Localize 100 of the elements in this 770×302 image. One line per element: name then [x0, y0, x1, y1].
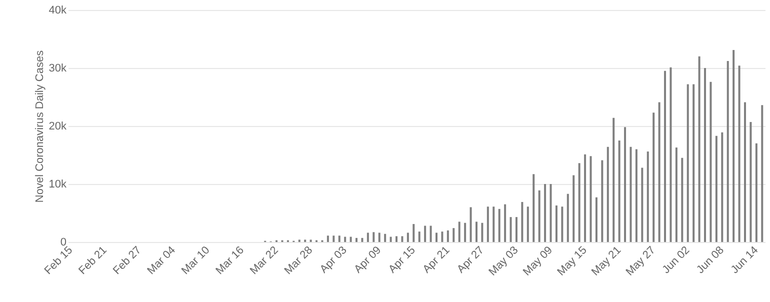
x-tick-label: Apr 03 [318, 244, 350, 276]
x-tick-label: Apr 21 [420, 244, 452, 276]
bar [326, 236, 329, 242]
bar [658, 102, 660, 242]
x-tick-label: May 27 [624, 244, 658, 278]
x-tick-label: Jun 02 [660, 244, 692, 276]
bar [332, 236, 335, 242]
bar [750, 122, 752, 242]
bar [590, 156, 592, 242]
bar [486, 206, 489, 242]
bar [418, 232, 420, 242]
x-tick-label: Mar 04 [145, 244, 178, 277]
bar [401, 236, 404, 242]
bar [338, 236, 340, 242]
bar [555, 205, 558, 242]
bar [698, 56, 700, 242]
bar [732, 50, 735, 242]
bar [515, 217, 518, 242]
x-tick-label: Feb 21 [76, 244, 110, 277]
bar [641, 168, 644, 242]
bar [550, 184, 552, 242]
y-tick-label: 20k [48, 120, 67, 132]
bar [595, 197, 598, 242]
bar [606, 146, 609, 242]
bar [670, 67, 672, 242]
bar [498, 208, 500, 242]
bar [686, 84, 689, 242]
bar [356, 238, 358, 242]
bar [601, 160, 604, 242]
y-tick-label: 40k [48, 4, 67, 16]
bar [761, 105, 764, 242]
bar [755, 143, 758, 242]
bar [721, 132, 724, 242]
x-tick-label: May 03 [486, 244, 521, 278]
bar [675, 147, 678, 242]
bar [458, 222, 460, 242]
bar [612, 118, 615, 242]
bar [424, 226, 426, 242]
bar [470, 207, 472, 242]
y-axis-title: Novel Coronavirus Daily Cases [34, 50, 46, 203]
bar [681, 158, 684, 242]
bar [435, 232, 438, 242]
bar [738, 66, 740, 242]
x-tick-label: Mar 16 [214, 244, 246, 277]
bar [510, 217, 512, 242]
x-tick-label: May 15 [555, 244, 590, 278]
x-tick-label: Mar 22 [248, 244, 281, 277]
bar [624, 127, 626, 242]
bar [704, 68, 706, 242]
bar [584, 154, 586, 242]
bar [566, 194, 569, 242]
bar [384, 234, 386, 242]
bar [366, 232, 369, 242]
bar [561, 206, 564, 242]
bar [532, 174, 535, 242]
bar [350, 236, 352, 242]
bar [630, 146, 632, 242]
bar [452, 228, 455, 242]
bar [361, 238, 364, 242]
bar [664, 70, 666, 242]
bar [446, 230, 449, 242]
x-tick-label: Jun 14 [728, 244, 761, 276]
x-tick-label: Apr 15 [386, 244, 418, 276]
y-tick-label: 30k [48, 62, 67, 74]
bar [692, 84, 695, 242]
bar [441, 232, 444, 242]
bar [538, 190, 540, 242]
x-tick-label: Mar 28 [282, 244, 316, 277]
bar [504, 204, 506, 242]
bar [618, 140, 620, 242]
bar [635, 149, 638, 242]
bar [430, 226, 432, 242]
bar [344, 236, 346, 242]
x-tick-label: Mar 10 [180, 244, 212, 277]
y-tick-label: 10k [48, 178, 67, 190]
x-tick-label: Apr 09 [352, 244, 384, 276]
bar [744, 102, 746, 242]
bar [578, 163, 580, 242]
bar [475, 222, 478, 242]
bar [526, 206, 529, 242]
bar [464, 222, 466, 242]
bar [492, 206, 495, 242]
x-tick-label: Jun 08 [694, 244, 726, 276]
bar [521, 202, 524, 242]
x-tick-label: May 21 [590, 244, 624, 278]
bar [726, 61, 729, 242]
x-tick-label: May 09 [521, 244, 555, 278]
bar [572, 175, 575, 242]
bar [544, 184, 546, 242]
bar [481, 222, 484, 242]
bar [652, 112, 655, 242]
bar [390, 236, 392, 242]
bar [372, 232, 375, 242]
x-tick-label: Feb 27 [110, 244, 144, 277]
bar [412, 224, 415, 242]
bar [406, 232, 409, 242]
bar [396, 236, 398, 242]
bar [646, 152, 649, 242]
bar [710, 82, 712, 242]
bar [715, 136, 718, 242]
